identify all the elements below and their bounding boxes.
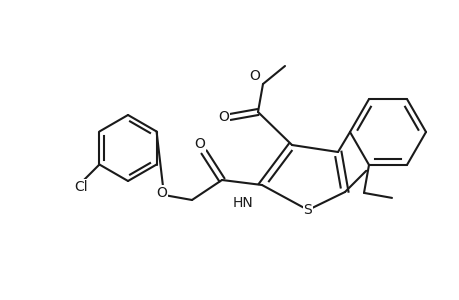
Text: S: S (303, 203, 312, 217)
Text: O: O (194, 137, 205, 151)
Text: HN: HN (232, 196, 253, 210)
Text: O: O (249, 69, 260, 83)
Text: O: O (156, 186, 167, 200)
Text: Cl: Cl (74, 180, 88, 194)
Text: O: O (218, 110, 229, 124)
